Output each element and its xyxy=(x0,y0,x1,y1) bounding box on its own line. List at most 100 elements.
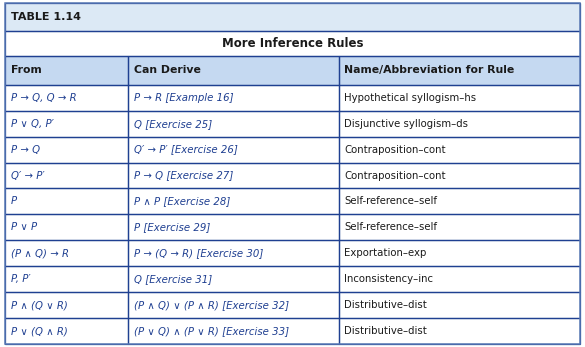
Bar xyxy=(5,292,129,318)
Bar xyxy=(129,318,339,344)
Text: P ∧ (Q ∨ R): P ∧ (Q ∨ R) xyxy=(11,300,67,310)
Text: Q [Exercise 31]: Q [Exercise 31] xyxy=(135,274,212,284)
Text: P, P′: P, P′ xyxy=(11,274,30,284)
Bar xyxy=(5,240,129,266)
Bar xyxy=(129,240,339,266)
Bar xyxy=(129,266,339,292)
Bar xyxy=(339,56,580,85)
Bar xyxy=(5,3,580,31)
Text: Can Derive: Can Derive xyxy=(135,66,201,75)
Bar xyxy=(5,137,129,162)
Bar xyxy=(339,188,580,214)
Bar xyxy=(5,318,129,344)
Bar xyxy=(5,85,129,111)
Bar xyxy=(129,318,339,344)
Text: Q′ → P′: Q′ → P′ xyxy=(11,170,44,180)
Bar xyxy=(339,85,580,111)
Bar xyxy=(129,111,339,137)
Text: Q′ → P′ [Exercise 26]: Q′ → P′ [Exercise 26] xyxy=(135,145,238,154)
Text: P ∨ Q, P′: P ∨ Q, P′ xyxy=(11,119,53,129)
Bar xyxy=(129,137,339,162)
Bar xyxy=(5,3,580,31)
Bar xyxy=(129,214,339,240)
Text: Name/Abbreviation for Rule: Name/Abbreviation for Rule xyxy=(345,66,515,75)
Text: P → (Q → R) [Exercise 30]: P → (Q → R) [Exercise 30] xyxy=(135,248,264,259)
Bar xyxy=(129,266,339,292)
Bar xyxy=(129,240,339,266)
Bar xyxy=(339,162,580,188)
Text: Hypothetical syllogism–hs: Hypothetical syllogism–hs xyxy=(345,93,477,103)
Bar xyxy=(339,266,580,292)
Bar xyxy=(339,162,580,188)
Bar xyxy=(5,266,129,292)
Bar xyxy=(5,56,129,85)
Bar xyxy=(129,214,339,240)
Bar xyxy=(129,292,339,318)
Text: (P ∧ Q) ∨ (P ∧ R) [Exercise 32]: (P ∧ Q) ∨ (P ∧ R) [Exercise 32] xyxy=(135,300,290,310)
Bar xyxy=(339,240,580,266)
Bar xyxy=(339,137,580,162)
Text: TABLE 1.14: TABLE 1.14 xyxy=(11,12,81,22)
Text: P → Q, Q → R: P → Q, Q → R xyxy=(11,93,76,103)
Bar xyxy=(129,85,339,111)
Bar xyxy=(129,137,339,162)
Bar xyxy=(5,188,129,214)
Bar xyxy=(339,111,580,137)
Text: P ∨ (Q ∧ R): P ∨ (Q ∧ R) xyxy=(11,326,67,336)
Text: P: P xyxy=(11,196,16,206)
Bar xyxy=(129,111,339,137)
Bar xyxy=(129,162,339,188)
Bar xyxy=(5,240,129,266)
Bar xyxy=(339,56,580,85)
Bar xyxy=(339,292,580,318)
Text: Distributive–dist: Distributive–dist xyxy=(345,300,427,310)
Text: Inconsistency–inc: Inconsistency–inc xyxy=(345,274,433,284)
Bar xyxy=(5,31,580,56)
Text: More Inference Rules: More Inference Rules xyxy=(222,37,363,50)
Bar xyxy=(129,85,339,111)
Bar xyxy=(5,318,129,344)
Bar xyxy=(339,292,580,318)
Text: (P ∨ Q) ∧ (P ∨ R) [Exercise 33]: (P ∨ Q) ∧ (P ∨ R) [Exercise 33] xyxy=(135,326,290,336)
Text: Disjunctive syllogism–ds: Disjunctive syllogism–ds xyxy=(345,119,469,129)
Bar xyxy=(5,137,129,162)
Bar xyxy=(129,56,339,85)
Bar xyxy=(339,318,580,344)
Text: P → R [Example 16]: P → R [Example 16] xyxy=(135,93,234,103)
Bar xyxy=(5,162,129,188)
Bar xyxy=(339,266,580,292)
Bar xyxy=(5,111,129,137)
Bar xyxy=(339,85,580,111)
Text: Self-reference–self: Self-reference–self xyxy=(345,222,438,232)
Bar xyxy=(129,188,339,214)
Bar xyxy=(129,292,339,318)
Bar xyxy=(5,85,129,111)
Text: From: From xyxy=(11,66,42,75)
Bar xyxy=(339,214,580,240)
Bar xyxy=(5,214,129,240)
Text: Exportation–exp: Exportation–exp xyxy=(345,248,427,259)
Text: (P ∧ Q) → R: (P ∧ Q) → R xyxy=(11,248,68,259)
Text: P → Q: P → Q xyxy=(11,145,40,154)
Bar xyxy=(339,214,580,240)
Text: P ∧ P [Exercise 28]: P ∧ P [Exercise 28] xyxy=(135,196,230,206)
Bar xyxy=(5,111,129,137)
Text: Contraposition–cont: Contraposition–cont xyxy=(345,170,446,180)
Text: P ∨ P: P ∨ P xyxy=(11,222,37,232)
Text: P [Exercise 29]: P [Exercise 29] xyxy=(135,222,211,232)
Text: Self-reference–self: Self-reference–self xyxy=(345,196,438,206)
Bar xyxy=(5,266,129,292)
Text: P → Q [Exercise 27]: P → Q [Exercise 27] xyxy=(135,170,233,180)
Text: Q [Exercise 25]: Q [Exercise 25] xyxy=(135,119,212,129)
Bar xyxy=(5,56,129,85)
Bar xyxy=(339,318,580,344)
Bar xyxy=(339,240,580,266)
Bar xyxy=(129,162,339,188)
Bar xyxy=(5,188,129,214)
Bar xyxy=(339,111,580,137)
Bar xyxy=(339,137,580,162)
Bar xyxy=(5,31,580,56)
Bar xyxy=(339,188,580,214)
Bar xyxy=(5,292,129,318)
Bar xyxy=(5,214,129,240)
